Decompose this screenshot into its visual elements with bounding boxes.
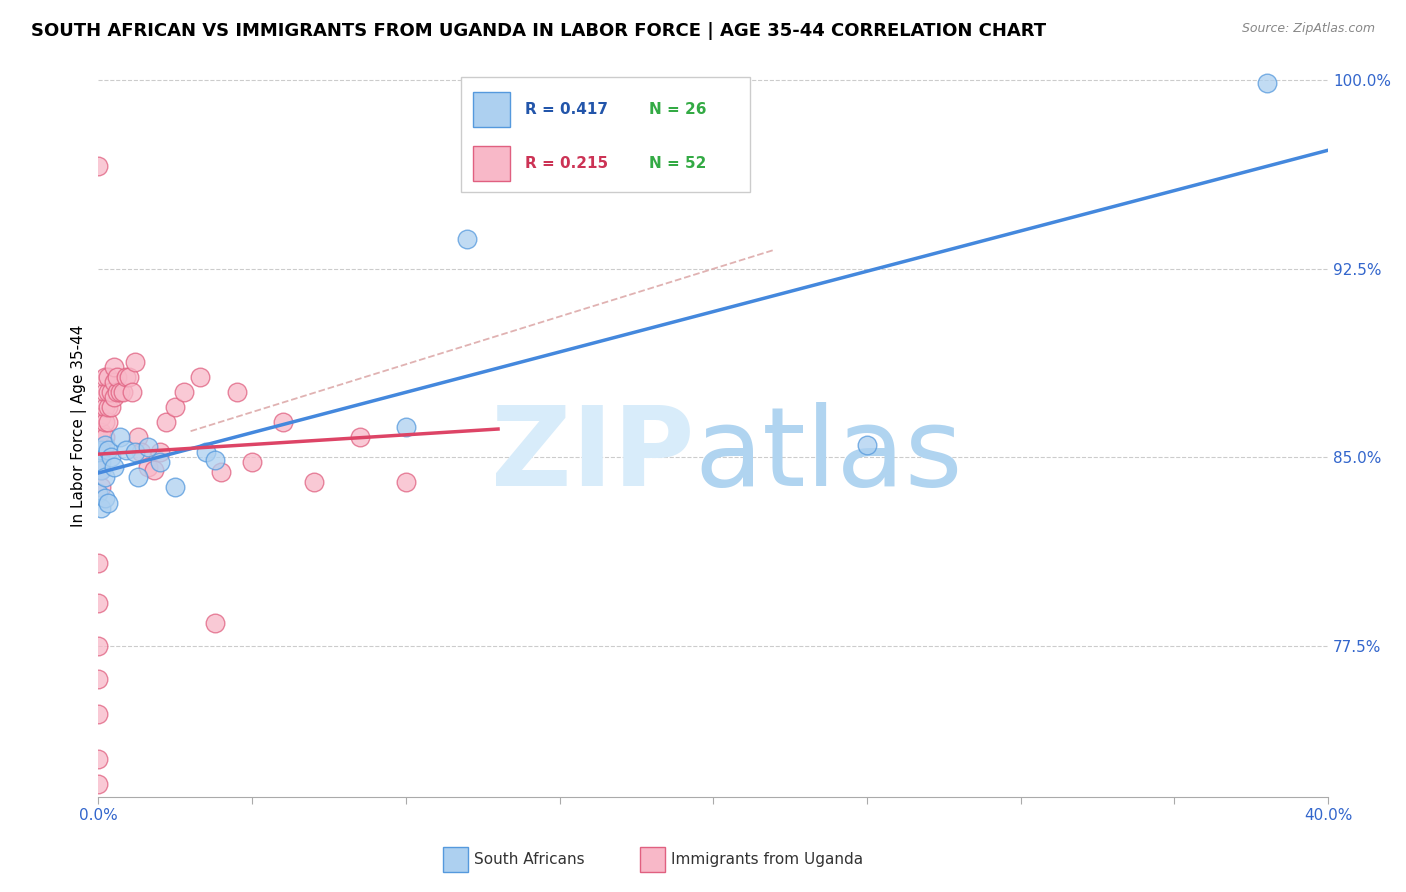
Point bbox=[100, 400, 122, 414]
Point bbox=[127, 430, 149, 444]
Point bbox=[118, 370, 141, 384]
Point bbox=[136, 440, 159, 454]
Point bbox=[165, 400, 187, 414]
Point bbox=[90, 463, 112, 477]
Point bbox=[90, 500, 112, 515]
Point bbox=[124, 445, 146, 459]
Point bbox=[115, 370, 138, 384]
Point bbox=[97, 415, 120, 429]
Point bbox=[103, 359, 125, 374]
Point bbox=[349, 430, 371, 444]
Point bbox=[240, 455, 263, 469]
Point bbox=[856, 438, 879, 452]
Point bbox=[87, 159, 110, 173]
Point bbox=[93, 400, 115, 414]
Point bbox=[93, 491, 115, 505]
Point bbox=[271, 415, 294, 429]
Point bbox=[105, 370, 128, 384]
Point bbox=[155, 415, 177, 429]
Point bbox=[87, 752, 110, 766]
Point bbox=[136, 460, 159, 475]
Point bbox=[204, 453, 226, 467]
Point bbox=[90, 445, 112, 459]
Point bbox=[90, 442, 112, 457]
Point bbox=[149, 455, 172, 469]
Point bbox=[131, 445, 153, 459]
Point bbox=[93, 470, 115, 484]
Point bbox=[188, 370, 211, 384]
Point bbox=[165, 481, 187, 495]
Point bbox=[97, 495, 120, 509]
Point bbox=[1256, 76, 1278, 90]
Text: Immigrants from Uganda: Immigrants from Uganda bbox=[671, 853, 863, 867]
Point bbox=[115, 442, 138, 457]
Point bbox=[121, 384, 143, 399]
Y-axis label: In Labor Force | Age 35-44: In Labor Force | Age 35-44 bbox=[72, 325, 87, 527]
Point bbox=[87, 706, 110, 721]
Point bbox=[90, 410, 112, 425]
Point bbox=[111, 384, 134, 399]
Point bbox=[149, 445, 172, 459]
Point bbox=[103, 460, 125, 475]
Point bbox=[87, 672, 110, 686]
Point bbox=[108, 430, 131, 444]
Point bbox=[87, 777, 110, 791]
Point bbox=[209, 466, 232, 480]
Point bbox=[93, 370, 115, 384]
Point bbox=[456, 232, 478, 246]
Point bbox=[97, 370, 120, 384]
Point bbox=[225, 384, 247, 399]
Point bbox=[204, 616, 226, 631]
Text: ZIP: ZIP bbox=[492, 402, 695, 509]
Point bbox=[100, 384, 122, 399]
Point bbox=[103, 375, 125, 389]
Point bbox=[302, 475, 325, 490]
Point bbox=[395, 475, 418, 490]
Point bbox=[97, 400, 120, 414]
Point bbox=[90, 455, 112, 469]
Point bbox=[87, 445, 110, 459]
Point bbox=[194, 445, 217, 459]
Point bbox=[90, 463, 112, 477]
Point bbox=[103, 390, 125, 404]
Point bbox=[395, 420, 418, 434]
Point bbox=[93, 430, 115, 444]
Point bbox=[100, 450, 122, 465]
Point bbox=[108, 384, 131, 399]
Text: Source: ZipAtlas.com: Source: ZipAtlas.com bbox=[1241, 22, 1375, 36]
Point bbox=[97, 384, 120, 399]
Point bbox=[90, 481, 112, 495]
Text: atlas: atlas bbox=[695, 402, 963, 509]
Point bbox=[93, 438, 115, 452]
Point bbox=[87, 485, 110, 500]
Point bbox=[93, 384, 115, 399]
Point bbox=[97, 442, 120, 457]
Point bbox=[105, 384, 128, 399]
Point bbox=[90, 425, 112, 440]
Point bbox=[87, 596, 110, 610]
Point bbox=[87, 556, 110, 570]
Point bbox=[142, 463, 165, 477]
Text: South Africans: South Africans bbox=[474, 853, 585, 867]
Text: SOUTH AFRICAN VS IMMIGRANTS FROM UGANDA IN LABOR FORCE | AGE 35-44 CORRELATION C: SOUTH AFRICAN VS IMMIGRANTS FROM UGANDA … bbox=[31, 22, 1046, 40]
Point bbox=[93, 415, 115, 429]
Point bbox=[173, 384, 195, 399]
Point bbox=[124, 355, 146, 369]
Point bbox=[87, 639, 110, 653]
Point bbox=[127, 470, 149, 484]
